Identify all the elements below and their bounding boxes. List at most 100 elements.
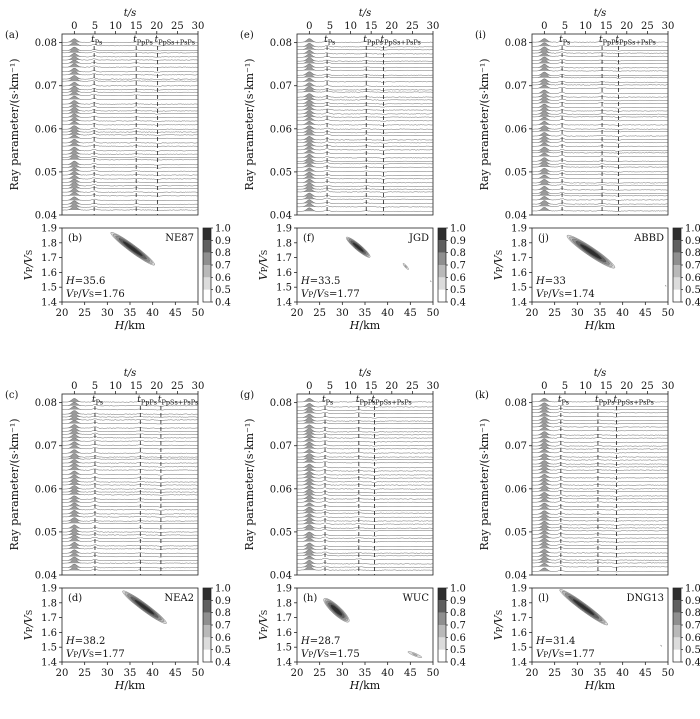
- hk-contours: [110, 232, 155, 266]
- rf-trace: [531, 179, 668, 184]
- rf-trace-fill: [67, 88, 81, 93]
- rf-trace-fill: [537, 527, 551, 531]
- rf-trace-fill: [302, 495, 316, 499]
- rf-trace-fill: [302, 560, 316, 564]
- hk-contours: [122, 590, 167, 624]
- rf-trace-fill: [302, 131, 316, 136]
- colorbar-band: [673, 637, 681, 650]
- colorbar-tick-label: 1.0: [215, 224, 231, 235]
- rf-trace-fill: [67, 125, 81, 130]
- rf-x-tick-label: 0: [541, 21, 547, 32]
- colorbar-tick-label: 0.4: [215, 298, 231, 309]
- hk-x-tick-label: 40: [616, 668, 629, 679]
- rf-y-tick-label: 0.04: [505, 211, 527, 222]
- rf-trace: [61, 410, 199, 415]
- phase-label-ppps: tPpPs: [595, 395, 615, 406]
- rf-trace: [296, 537, 434, 543]
- rf-trace: [296, 63, 434, 69]
- hk-contour-level: [330, 604, 343, 616]
- rf-trace-fill: [537, 74, 551, 78]
- rf-x-tick-label: 25: [641, 381, 654, 392]
- rf-trace-fill: [537, 93, 551, 98]
- hk-x-tick-label: 30: [336, 308, 349, 319]
- rf-x-tick-label: 5: [92, 21, 98, 32]
- rf-trace-fill: [537, 107, 551, 111]
- rf-trace: [296, 520, 433, 525]
- hk-contour-level: [352, 242, 364, 252]
- colorbar-band: [438, 252, 446, 265]
- rf-trace: [531, 202, 669, 208]
- hk-x-tick-label: 35: [594, 668, 607, 679]
- rf-trace-fill: [537, 545, 551, 549]
- rf-trace: [297, 495, 434, 500]
- rf-trace-fill: [67, 517, 81, 522]
- rf-trace: [62, 506, 198, 511]
- rf-trace-fill: [537, 152, 551, 157]
- colorbar-band: [203, 612, 211, 625]
- rf-trace: [532, 103, 669, 109]
- rf-trace-fill: [537, 189, 551, 194]
- hk-bg: [532, 588, 668, 662]
- hk-y-tick-label: 1.6: [511, 628, 527, 639]
- rf-trace-fill: [537, 142, 551, 147]
- rf-trace-fill: [302, 478, 316, 482]
- rf-trace-fill: [67, 488, 81, 493]
- colorbar-tick-label: 1.0: [685, 224, 700, 235]
- colorbar-band: [203, 277, 211, 290]
- hk-x-tick-label: 20: [291, 668, 304, 679]
- rf-trace: [296, 59, 434, 65]
- panel-letter: (f): [303, 233, 315, 244]
- rf-trace: [61, 524, 199, 530]
- hk-bg: [297, 228, 433, 302]
- rf-trace-fill: [302, 464, 316, 468]
- rf-trace: [297, 171, 434, 177]
- rf-trace-fill: [67, 502, 81, 507]
- rf-trace: [297, 45, 434, 51]
- rf-trace-fill: [67, 196, 81, 201]
- rf-y-tick-label: 0.04: [505, 571, 527, 582]
- rf-trace: [531, 544, 669, 550]
- rf-trace-fill: [302, 168, 316, 172]
- rf-trace: [532, 163, 669, 168]
- rf-panel-DNG13: [529, 391, 669, 576]
- rf-trace-fill: [67, 537, 81, 542]
- rf-trace-fill: [67, 434, 81, 438]
- rf-trace: [296, 458, 434, 464]
- station-name: WUC: [403, 593, 430, 604]
- hk-y-tick-label: 1.5: [511, 283, 527, 294]
- colorbar-tick-label: 0.8: [450, 248, 466, 259]
- phase-label-ppps: tPpPs: [599, 35, 619, 46]
- rf-trace-fill: [537, 514, 551, 518]
- rf-x-tick-label: 5: [327, 21, 333, 32]
- hk-y-tick-label: 1.8: [511, 238, 527, 249]
- rf-trace-fill: [302, 481, 316, 486]
- rf-trace-fill: [67, 466, 81, 471]
- rf-trace-fill: [537, 149, 551, 153]
- hk-contour-level: [404, 265, 408, 268]
- hk-y-tick-label: 1.4: [511, 658, 527, 669]
- rf-trace-fill: [67, 200, 81, 205]
- rf-trace: [296, 116, 434, 122]
- panel-letter: (e): [240, 30, 254, 41]
- hk-panel-WUC: [294, 587, 448, 665]
- rf-trace: [532, 170, 669, 176]
- rf-trace-fill: [302, 502, 316, 507]
- rf-trace-fill: [537, 453, 551, 457]
- rf-trace: [62, 444, 199, 450]
- rf-trace-fill: [302, 527, 316, 531]
- rf-trace: [61, 517, 199, 522]
- rf-trace: [532, 481, 669, 486]
- hk-contours: [323, 598, 422, 658]
- rf-trace-fill: [537, 207, 551, 211]
- hk-x-tick-label: 30: [571, 308, 584, 319]
- rf-y-axis-label: Ray parameter/(s·km⁻¹): [8, 418, 21, 550]
- rf-trace-fill: [67, 524, 81, 529]
- rf-trace: [296, 53, 433, 59]
- rf-trace: [61, 188, 199, 193]
- rf-trace: [531, 181, 668, 187]
- hk-x-tick-label: 45: [169, 308, 182, 319]
- rf-trace: [296, 77, 434, 83]
- hk-y-tick-label: 1.9: [276, 584, 292, 595]
- rf-trace: [531, 73, 669, 79]
- rf-trace: [297, 136, 434, 141]
